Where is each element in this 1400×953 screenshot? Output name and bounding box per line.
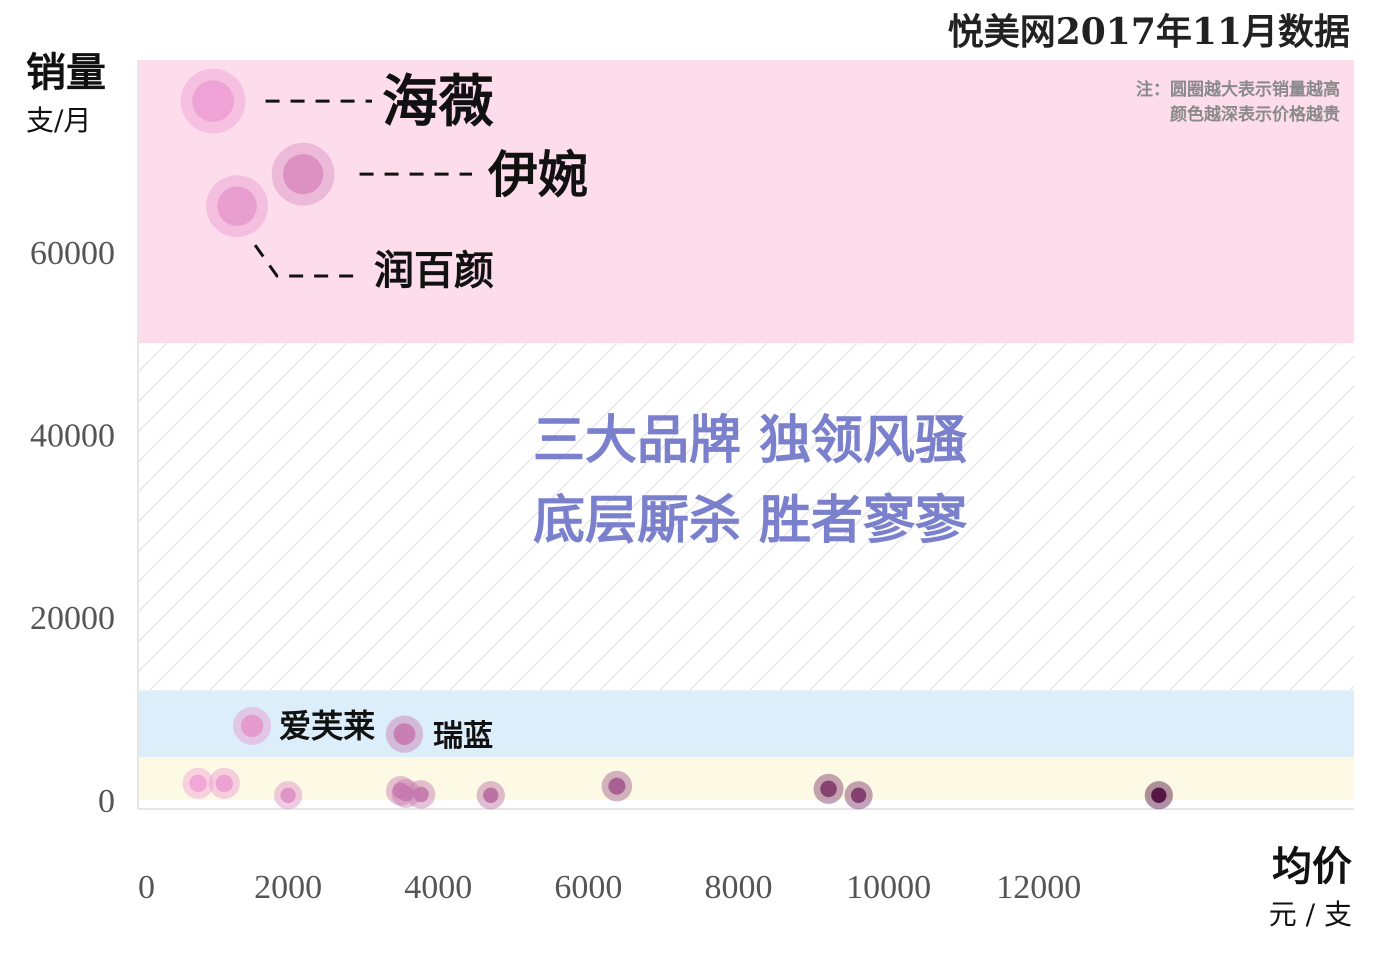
band-0 [138, 60, 1354, 344]
x-tick-label: 2000 [254, 869, 322, 906]
brand-label: 海薇 [382, 69, 494, 135]
x-tick-label: 8000 [704, 869, 772, 906]
bubble [233, 706, 272, 745]
bubble [180, 68, 246, 134]
bubble [274, 781, 303, 810]
brand-label: 伊婉 [487, 145, 588, 204]
x-tick-label: 4000 [404, 869, 472, 906]
headline-line-1: 三大品牌 独领风骚 [533, 410, 968, 471]
x-tick-label: 10000 [846, 869, 931, 906]
tick-labels: 0 20000 40000 60000 0 2000 4000 6000 8000 10000 12… [30, 235, 1081, 906]
headline-line-2: 底层厮杀 胜者寥寥 [533, 490, 968, 551]
bubble [182, 767, 214, 799]
bubble [844, 781, 873, 810]
bubble [385, 715, 424, 753]
x-tick-label: 6000 [554, 869, 622, 906]
y-tick-label: 0 [98, 783, 115, 820]
bubble [206, 175, 269, 238]
band-3 [138, 756, 1354, 800]
y-tick-label: 20000 [30, 600, 115, 637]
background-bands [138, 60, 1354, 800]
note-line-2: 颜色越深表示价格越贵 [1170, 104, 1340, 125]
y-tick-label: 40000 [30, 418, 115, 455]
brand-label: 瑞蓝 [433, 719, 493, 754]
chart-title: 悦美网2017年11月数据 [948, 11, 1350, 53]
bubble [476, 781, 505, 810]
bubble [601, 770, 633, 802]
bubbles [180, 68, 1173, 810]
leader-line [253, 244, 362, 278]
note-line-1: 注：圆圈越大表示销量越高 [1136, 79, 1340, 100]
y-tick-label: 60000 [30, 235, 115, 272]
y-axis-unit: 支/月 [26, 104, 91, 137]
leader-lines [253, 99, 472, 278]
x-tick-label: 0 [138, 869, 155, 906]
band-2 [138, 690, 1354, 757]
bubble [813, 773, 844, 804]
axis-lines [137, 60, 1354, 810]
y-axis-title: 销量 [26, 49, 106, 96]
bubble [406, 780, 436, 809]
band-1 [138, 343, 1354, 691]
brand-label: 润百颜 [374, 247, 494, 294]
brand-label: 爱芙莱 [279, 707, 375, 745]
x-axis-title: 均价 [1272, 843, 1352, 890]
x-axis-unit: 元 / 支 [1269, 898, 1352, 931]
bubble [1144, 781, 1173, 810]
bubble [208, 767, 240, 799]
bubble [391, 779, 421, 808]
x-tick-label: 12000 [996, 869, 1081, 906]
bubble [271, 142, 335, 206]
